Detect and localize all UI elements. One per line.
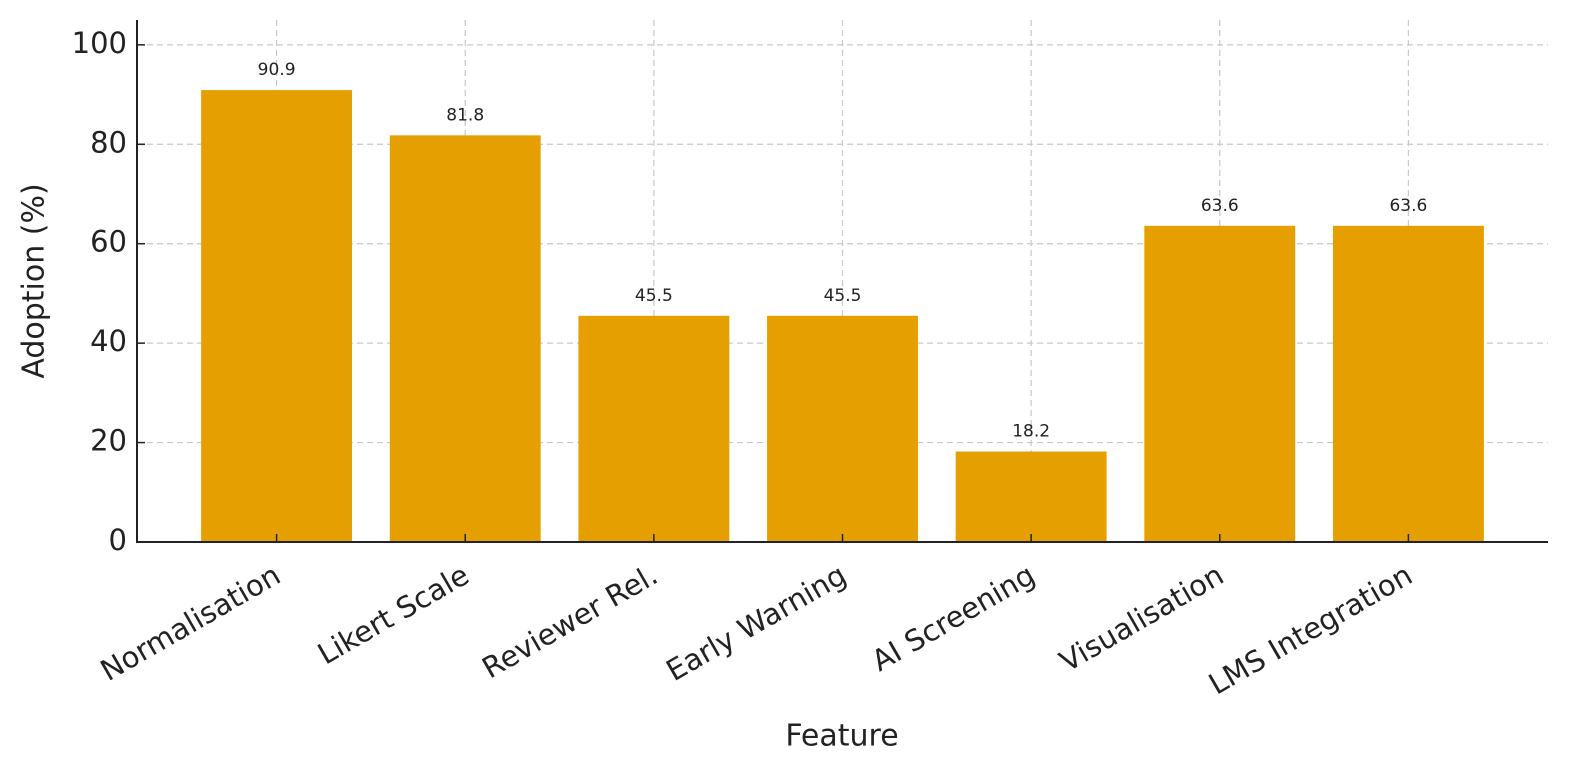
y-tick-label: 20: [90, 424, 127, 458]
y-axis-label: Adoption (%): [17, 183, 52, 378]
value-label: 18.2: [1012, 422, 1050, 442]
value-label: 45.5: [635, 286, 673, 306]
x-tick-label: Normalisation: [95, 558, 286, 688]
value-label: 81.8: [446, 105, 484, 125]
value-label: 90.9: [258, 60, 296, 80]
value-label: 63.6: [1201, 196, 1239, 216]
bar: [389, 135, 541, 542]
x-tick-label: Visualisation: [1054, 558, 1230, 679]
bar: [1332, 225, 1484, 542]
x-tick-label: Reviewer Rel.: [476, 558, 663, 686]
y-tick-label: 80: [90, 125, 127, 159]
x-tick-label: LMS Integration: [1203, 558, 1418, 702]
y-tick-label: 0: [109, 523, 127, 557]
y-tick-label: 60: [90, 225, 127, 259]
bar: [1144, 225, 1296, 542]
bar: [201, 90, 353, 543]
y-tick-label: 40: [90, 324, 127, 358]
x-tick-label: Likert Scale: [312, 558, 475, 672]
value-label: 63.6: [1389, 196, 1427, 216]
x-tick-label: AI Screening: [866, 558, 1041, 679]
value-label: 45.5: [824, 286, 862, 306]
bar: [578, 315, 730, 542]
y-tick-label: 100: [72, 26, 127, 60]
bar: [767, 315, 918, 542]
bar: [955, 451, 1107, 542]
x-axis-label: Feature: [785, 719, 898, 754]
x-tick-label: Early Warning: [660, 558, 852, 688]
